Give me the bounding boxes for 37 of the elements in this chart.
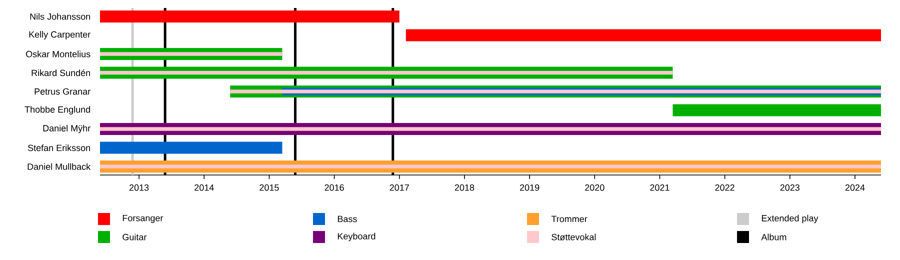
bar [100,164,882,168]
legend-label: Extended play [762,214,818,224]
legend-label: Forsanger [122,214,164,224]
x-tick-label: 2018 [454,184,474,191]
bar [406,29,882,42]
y-tick-label: Daniel Mullback [28,163,91,170]
x-tick-label: 2015 [260,184,279,191]
y-tick-label: Kelly Carpenter [29,31,90,40]
x-tick-label: 2020 [585,184,604,191]
y-tick-label: Petrus Granar [34,88,90,95]
y-tick-label: Daniel Mÿhr [43,124,90,134]
x-tick-label: 2022 [715,184,734,191]
legend-label: Støttevokal [552,234,596,240]
y-tick-label: Rikard Sundén [32,69,90,76]
x-tick-label: 2017 [390,184,409,191]
y-tick-label: Stefan Eriksson [28,144,90,152]
bar [100,70,673,75]
bar [230,90,882,94]
legend-label: Guitar [122,234,147,240]
y-tick-label: Nils Johansson [30,13,90,20]
y-tick-label: Thobbe Englund [24,106,90,114]
legend-label: Bass [338,216,357,222]
x-tick-label: 2024 [845,184,865,191]
x-tick-label: 2023 [780,184,800,191]
bar [100,127,882,131]
x-tick-label: 2013 [129,184,149,191]
bar [100,10,400,22]
legend-label: Keyboard [338,232,376,242]
legend-label: Trommer [551,216,588,222]
x-tick-label: 2014 [194,184,214,191]
legend-label: Album [761,234,786,240]
bar [672,104,882,116]
y-tick-label: Oskar Montelius [26,50,90,58]
bar [100,52,282,56]
x-tick-label: 2021 [650,184,670,191]
x-tick-label: 2016 [324,184,344,191]
x-tick-label: 2019 [520,184,540,191]
